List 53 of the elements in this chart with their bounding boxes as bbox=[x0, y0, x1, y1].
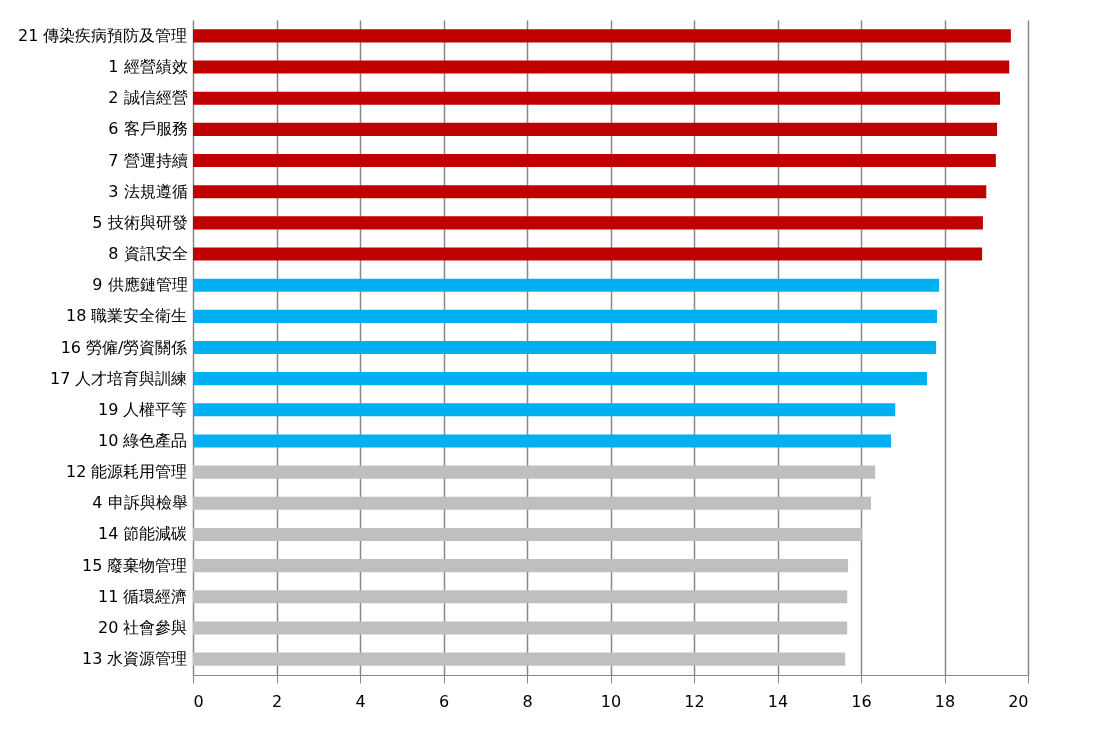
bar bbox=[193, 590, 848, 604]
y-tick-label: 21 傳染疾病預防及管理 bbox=[18, 25, 188, 45]
y-tick-label: 10 綠色產品 bbox=[98, 430, 188, 450]
bar bbox=[193, 621, 848, 635]
x-tick-label: 12 bbox=[684, 691, 705, 711]
y-tick-label: 17 人才培育與訓練 bbox=[50, 368, 188, 388]
y-tick-label: 1 經營績效 bbox=[108, 57, 188, 77]
y-tick-label: 16 勞僱/勞資關係 bbox=[60, 337, 188, 357]
bar bbox=[193, 185, 987, 199]
y-tick-label: 9 供應鏈管理 bbox=[92, 275, 188, 295]
y-tick-label: 13 水資源管理 bbox=[82, 649, 188, 669]
x-tick-label: 16 bbox=[851, 691, 872, 711]
bar bbox=[193, 29, 1011, 43]
bar bbox=[193, 559, 849, 573]
bar bbox=[193, 465, 876, 479]
x-tick-label: 0 bbox=[193, 691, 204, 711]
bar bbox=[193, 122, 998, 136]
bar bbox=[193, 403, 896, 417]
x-tick-label: 2 bbox=[271, 691, 283, 711]
y-tick-label: 5 技術與研發 bbox=[92, 212, 188, 232]
bar bbox=[193, 527, 863, 542]
bar bbox=[193, 496, 872, 510]
bar bbox=[193, 153, 996, 168]
y-tick-label: 14 節能減碳 bbox=[98, 524, 188, 544]
x-tick-label: 14 bbox=[767, 691, 789, 711]
x-tick-label: 20 bbox=[1008, 691, 1029, 711]
bar bbox=[193, 652, 846, 666]
y-tick-label: 4 申訴與檢舉 bbox=[92, 493, 188, 513]
bar bbox=[193, 91, 1001, 105]
y-tick-label: 8 資訊安全 bbox=[108, 244, 188, 264]
y-tick-label: 7 營運持續 bbox=[108, 150, 188, 170]
y-tick-label: 12 能源耗用管理 bbox=[66, 462, 188, 482]
y-tick-label: 20 社會參與 bbox=[98, 617, 188, 637]
x-tick-label: 18 bbox=[934, 691, 956, 711]
y-tick-label: 15 廢棄物管理 bbox=[82, 555, 188, 575]
x-tick-label: 10 bbox=[600, 691, 622, 711]
y-tick-label: 18 職業安全衛生 bbox=[66, 306, 188, 326]
bar bbox=[193, 216, 983, 230]
bar bbox=[193, 340, 937, 355]
bar bbox=[193, 247, 983, 261]
y-tick-label: 11 循環經濟 bbox=[98, 586, 188, 606]
bar bbox=[193, 60, 1010, 74]
bar bbox=[193, 309, 937, 323]
y-tick-label: 6 客戶服務 bbox=[108, 119, 188, 139]
x-tick-label: 4 bbox=[355, 691, 366, 711]
y-tick-label: 3 法規遵循 bbox=[108, 181, 188, 201]
y-tick-label: 2 誠信經營 bbox=[108, 88, 188, 108]
bar bbox=[193, 434, 892, 448]
x-tick-label: 6 bbox=[438, 691, 450, 711]
x-tick-label: 8 bbox=[522, 691, 533, 711]
y-tick-label: 19 人權平等 bbox=[98, 399, 188, 419]
bar bbox=[193, 372, 927, 386]
bar bbox=[193, 278, 940, 292]
